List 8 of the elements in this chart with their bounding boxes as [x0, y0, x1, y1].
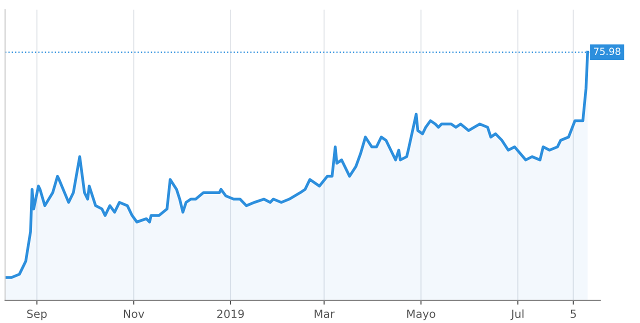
x-tick-label: Mayo: [407, 310, 436, 320]
x-tick-label: Mar: [314, 310, 335, 318]
x-tick-label: Jul: [510, 309, 524, 320]
x-tick-label: 2019: [217, 310, 244, 318]
x-tick-label: 5: [570, 310, 576, 318]
x-tick-label: Sep: [27, 310, 47, 320]
x-tick-label: Nov: [124, 310, 144, 318]
data-label: 75.98: [594, 48, 620, 56]
